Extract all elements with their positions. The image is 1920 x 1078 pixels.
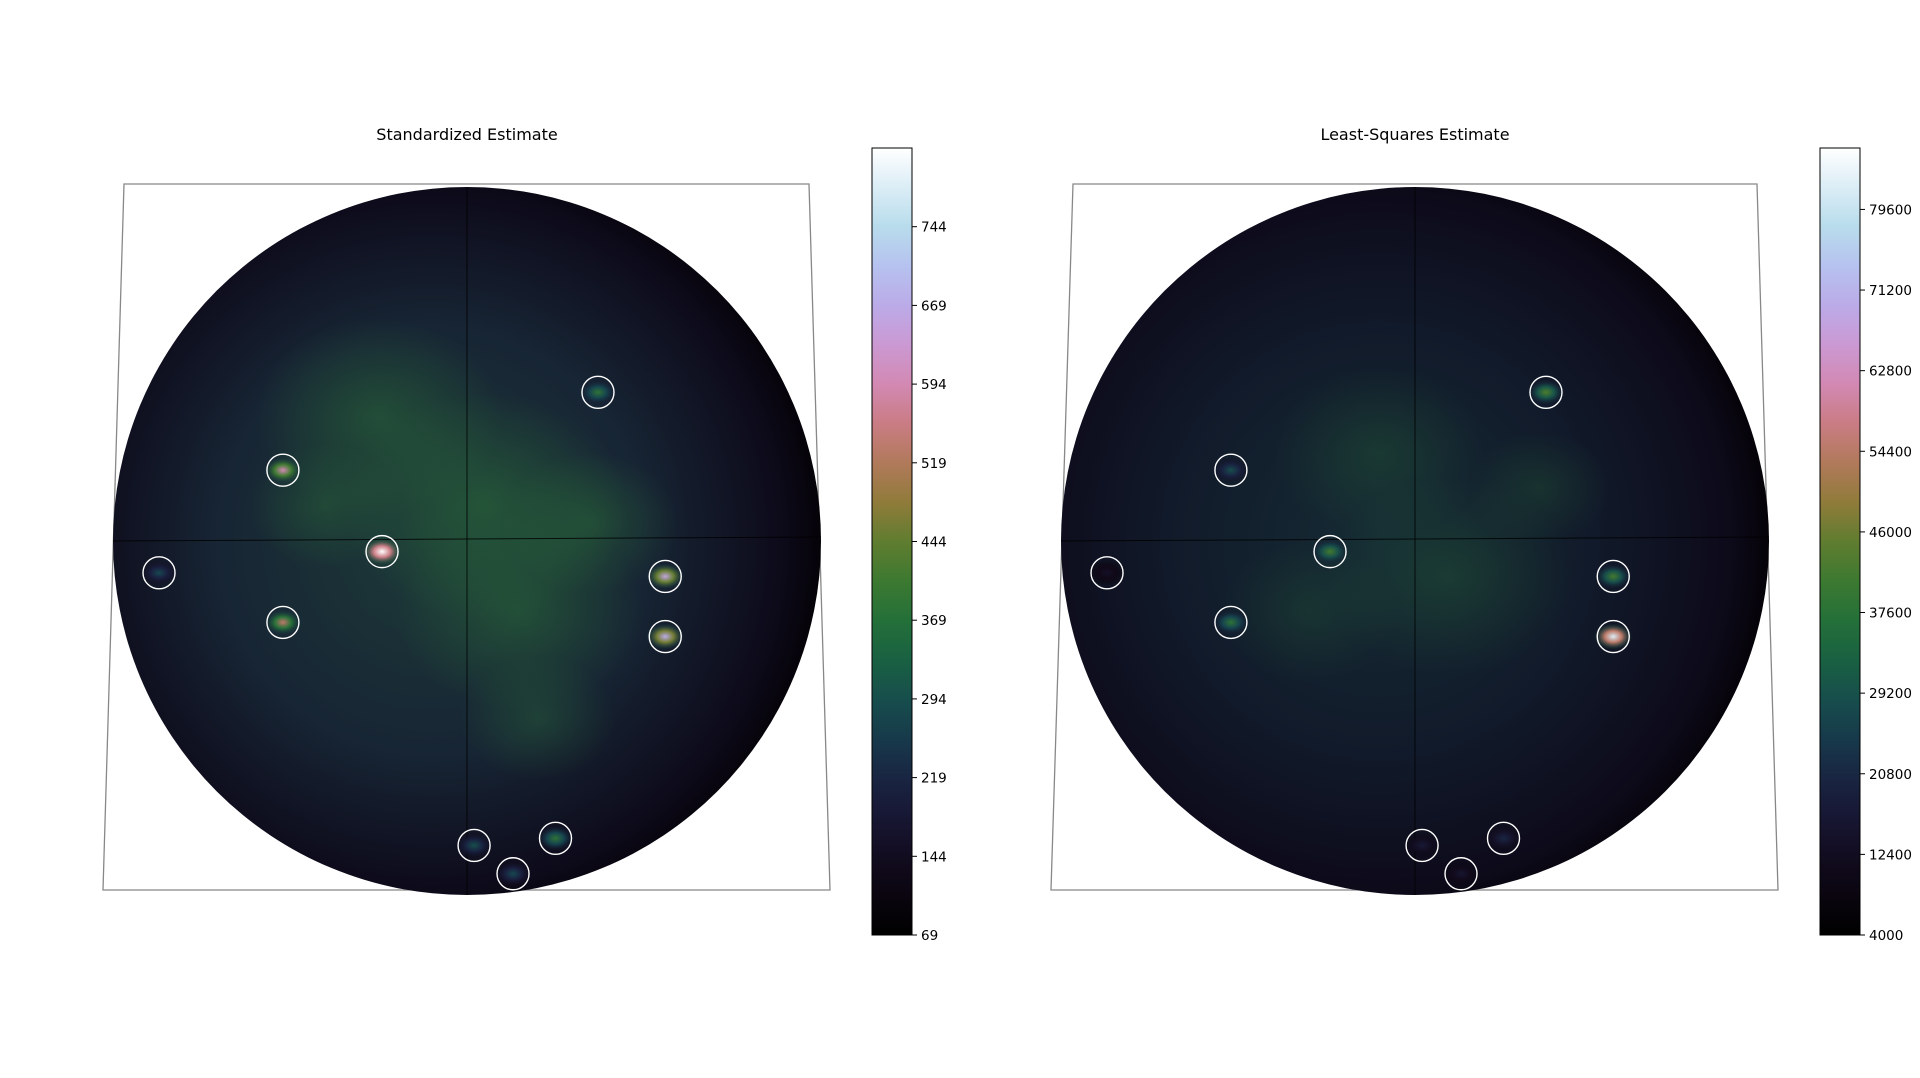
source-marker-circle — [1529, 375, 1563, 410]
source-marker-circle — [1596, 559, 1630, 594]
source-blob — [1484, 825, 1523, 852]
emission-blob — [1220, 541, 1398, 683]
source-marker-circle — [1214, 605, 1248, 640]
source-blob — [1442, 860, 1481, 887]
colorbar-tick-label: 519 — [921, 456, 947, 472]
colorbar-tick-label: 669 — [921, 298, 947, 314]
source-blob — [536, 825, 575, 852]
projection-frame — [102, 183, 831, 891]
colorbar-tick-label: 444 — [921, 535, 947, 551]
colorbar-1: 4000 12400 20800 29200 37600 46000 54400 62800 7… — [1819, 147, 1912, 944]
source-blob — [578, 379, 617, 406]
colorbar-tick-label: 71200 — [1869, 283, 1912, 299]
colorbar-tick-label: 144 — [921, 849, 947, 865]
source-blob — [140, 559, 179, 586]
projection-frame — [1050, 183, 1779, 891]
emission-blob — [1468, 431, 1610, 545]
source-blob — [646, 563, 685, 590]
source-blob — [263, 609, 302, 636]
source-marker-circle — [1313, 534, 1347, 569]
colorbar-tick-label: 29200 — [1869, 686, 1912, 702]
source-marker-circle — [1596, 619, 1630, 654]
source-marker-circle — [1444, 857, 1478, 891]
source-blob — [1211, 609, 1250, 636]
source-blob — [646, 623, 685, 650]
source-marker-circle — [1486, 821, 1521, 856]
colorbar-tick-label: 219 — [921, 771, 947, 787]
colorbar-tick-label: 369 — [921, 613, 947, 629]
colorbar-tick-label: 12400 — [1869, 847, 1912, 863]
source-blob — [1403, 832, 1442, 859]
source-marker-circle — [142, 556, 176, 590]
equator-line — [1060, 536, 1770, 542]
equator-line — [112, 536, 822, 542]
colorbar-tick-label: 594 — [921, 377, 947, 393]
colorbar-tick-label: 744 — [921, 220, 947, 236]
left-chart-title: Standardized Estimate — [376, 125, 558, 144]
source-blob — [1526, 379, 1565, 406]
colorbar-tick-label: 4000 — [1869, 928, 1903, 944]
colorbar-gradient — [1819, 147, 1861, 936]
source-marker-circle — [457, 828, 491, 863]
source-blob — [263, 457, 302, 484]
right-chart-title: Least-Squares Estimate — [1320, 125, 1510, 144]
colorbar-tick-label: 79600 — [1869, 202, 1912, 218]
colorbar-tick-label: 54400 — [1869, 444, 1912, 460]
source-marker-circle — [648, 559, 682, 594]
source-marker-circle — [266, 453, 300, 487]
source-blob — [494, 860, 533, 887]
source-marker-circle — [496, 857, 530, 891]
source-blob — [1211, 457, 1250, 484]
source-blob — [1088, 559, 1127, 586]
source-blob — [455, 832, 494, 859]
colorbar-tick-label: 62800 — [1869, 364, 1912, 380]
colorbar-tick-label: 46000 — [1869, 525, 1912, 541]
panel-0-plot — [102, 183, 831, 895]
source-marker-circle — [1214, 453, 1248, 487]
panel-1-plot — [1050, 183, 1779, 895]
diffuse-emission — [1220, 367, 1610, 683]
source-blob — [1594, 563, 1633, 590]
colorbar-0: 69 144 219 294 369 444 519 594 669 744 — [871, 147, 947, 944]
colorbar-tick-label: 69 — [921, 928, 938, 944]
emission-blob — [502, 452, 680, 595]
colorbar-tick-label: 20800 — [1869, 767, 1912, 783]
emission-blob — [459, 655, 616, 781]
source-marker-circle — [365, 534, 399, 569]
source-blob — [1311, 538, 1350, 565]
source-marker-circle — [1090, 556, 1124, 590]
colorbar-tick-label: 37600 — [1869, 606, 1912, 622]
colorbar-tick-label: 294 — [921, 692, 947, 708]
source-marker-circle — [266, 605, 300, 640]
colorbar-gradient — [871, 147, 913, 936]
source-marker-circle — [1405, 828, 1439, 863]
source-blob — [363, 538, 402, 565]
diffuse-emission — [247, 317, 680, 781]
source-marker-circle — [648, 619, 682, 654]
source-marker-circle — [538, 821, 573, 856]
source-marker-circle — [581, 375, 615, 410]
source-blob — [1594, 623, 1633, 650]
